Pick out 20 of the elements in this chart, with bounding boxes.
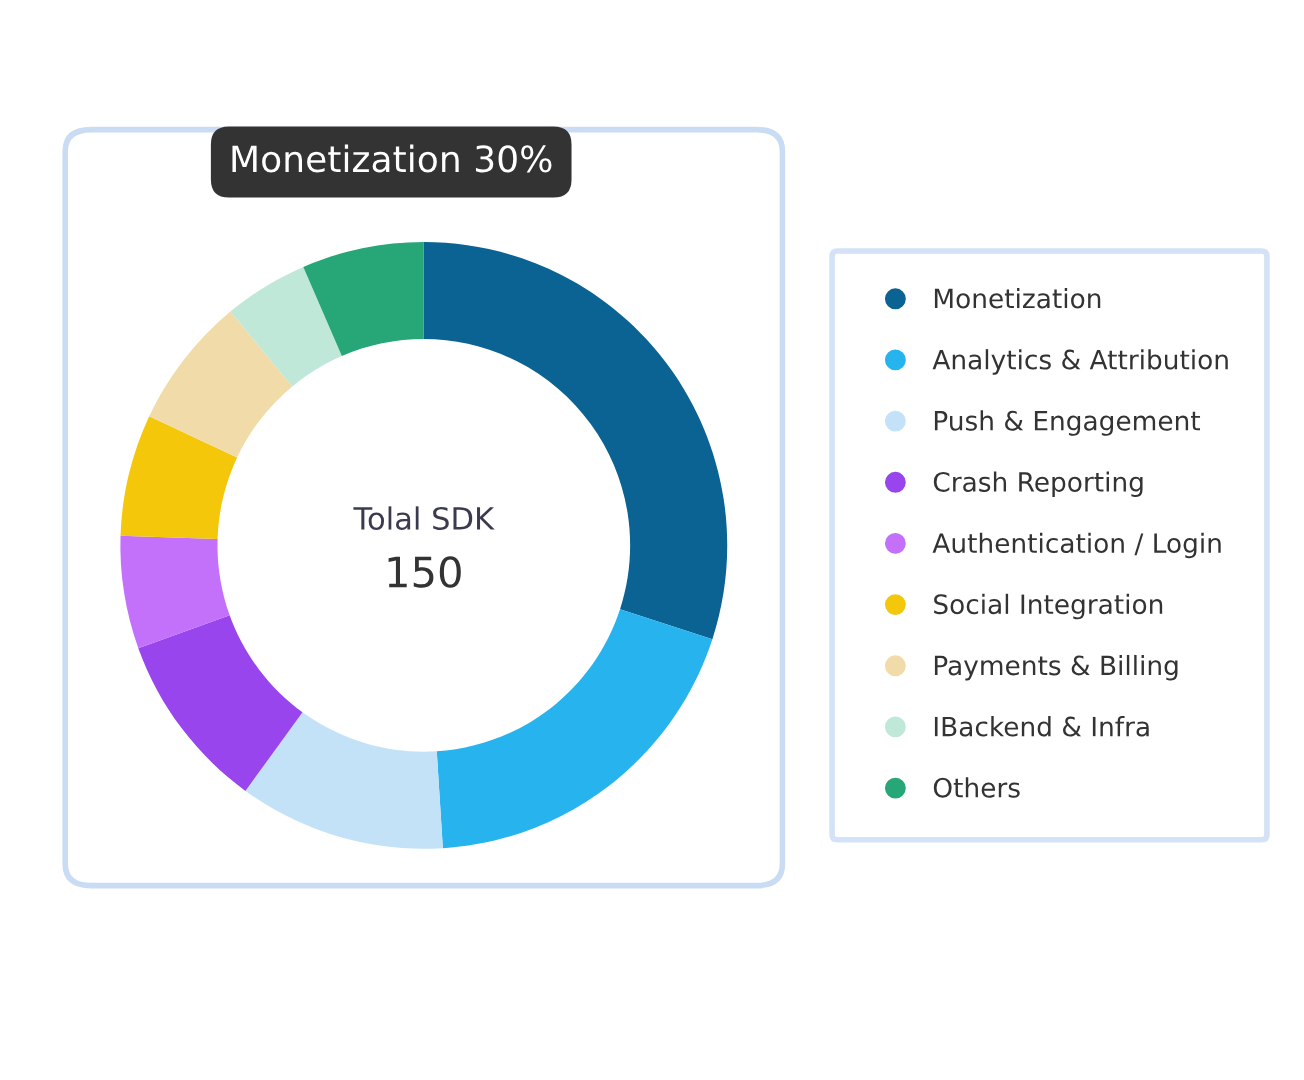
- legend-label: Push & Engagement: [934, 410, 1201, 436]
- legend-label: Authentication / Login: [932, 532, 1221, 559]
- donut-slice: [303, 241, 424, 357]
- text: 150: [388, 556, 461, 588]
- legend-label: IBackend & Infra: [934, 716, 1149, 737]
- legend-label: Others: [933, 777, 1020, 798]
- donut-slice: [138, 615, 303, 791]
- donut-slice: [230, 266, 342, 387]
- legend-label: Crash Reporting: [933, 471, 1143, 498]
- legend-label: Analytics & Attribution: [932, 349, 1228, 375]
- donut-slice: [245, 712, 443, 849]
- donut-slice: [120, 416, 238, 539]
- legend-label: Payments & Billing: [934, 654, 1178, 681]
- legend-label: Social Integration: [934, 593, 1163, 620]
- text: Monetization 30%: [232, 144, 552, 173]
- legend-label: Monetization: [934, 287, 1101, 309]
- donut-slice: [120, 535, 230, 649]
- donut-slice: [436, 609, 713, 849]
- donut-slice: [149, 311, 293, 458]
- text: Tolal SDK: [353, 506, 495, 530]
